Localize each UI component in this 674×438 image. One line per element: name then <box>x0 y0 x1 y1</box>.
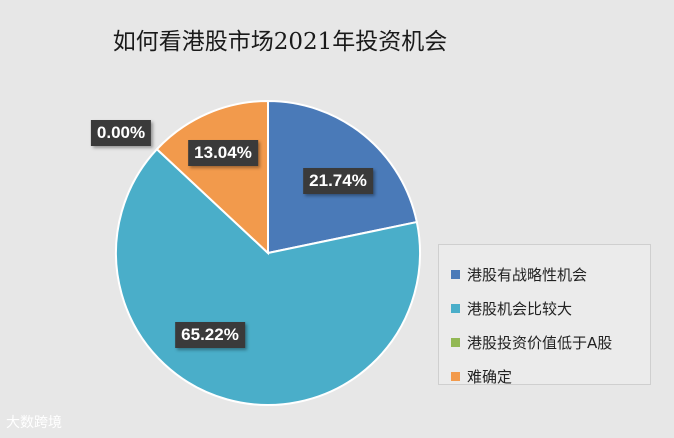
legend-label: 港股投资价值低于A股 <box>467 333 613 352</box>
legend: 港股有战略性机会 港股机会比较大 港股投资价值低于A股 难确定 <box>438 244 651 386</box>
slice-uncertain <box>155 99 269 256</box>
data-label: 65.22% <box>175 322 245 348</box>
legend-label: 港股有战略性机会 <box>467 265 588 284</box>
legend-item-bigger-opportunity: 港股机会比较大 <box>451 291 650 325</box>
legend-label: 港股机会比较大 <box>467 299 573 318</box>
legend-swatch <box>451 337 460 347</box>
data-label: 0.00% <box>90 120 152 146</box>
data-label: 21.74% <box>303 168 373 194</box>
data-label: 13.04% <box>188 140 258 166</box>
legend-swatch <box>451 371 460 381</box>
legend-swatch <box>451 303 460 313</box>
legend-item-strategic: 港股有战略性机会 <box>451 257 650 291</box>
watermark-text: 大数跨境 <box>6 415 62 431</box>
legend-item-lower-than-a-share: 港股投资价值低于A股 <box>451 325 650 359</box>
legend-item-uncertain: 难确定 <box>451 359 650 393</box>
legend-label: 难确定 <box>467 367 513 386</box>
chart-title: 如何看港股市场2021年投资机会 <box>112 29 448 55</box>
legend-swatch <box>451 269 460 279</box>
